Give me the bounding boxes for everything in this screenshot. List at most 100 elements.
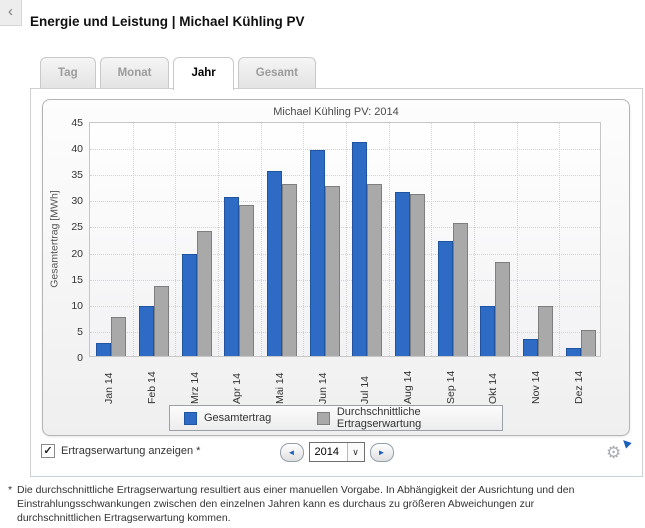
x-tick-label: Jan 14: [103, 372, 116, 404]
gridline-v: [388, 123, 390, 356]
gridline-h: [90, 201, 600, 203]
gridline-v: [431, 123, 433, 356]
bar-gesamtertrag-jul-14: [352, 141, 368, 356]
bar-durchschnittliche-mai-14: [282, 183, 297, 356]
x-tick-label: Okt 14: [487, 373, 500, 404]
plot-area: 0 5 10 15 20 25 30 35 40 45: [71, 117, 601, 364]
bar-durchschnittliche-jan-14: [111, 316, 127, 356]
bar-gesamtertrag-jun-14: [309, 149, 325, 356]
bar-durchschnittliche-sep-14: [452, 222, 468, 356]
chart-controls: ✓ Ertragserwartung anzeigen * ◄ 2014 ∨ ►…: [31, 437, 642, 467]
gridline-h: [90, 279, 600, 281]
x-tick-label: Feb 14: [146, 371, 158, 404]
chart-title: Michael Kühling PV: 2014: [273, 106, 399, 118]
bar-durchschnittliche-aug-14: [410, 194, 425, 356]
y-tick-label: 35: [71, 169, 83, 182]
checkbox-label: Ertragserwartung anzeigen *: [61, 445, 201, 457]
export-arrow-icon: [620, 437, 632, 449]
y-tick-label: 10: [71, 299, 83, 312]
bar-gesamtertrag-mrz-14: [181, 254, 197, 356]
footnote-marker: *: [8, 484, 13, 496]
gridline-h: [90, 305, 600, 307]
gridline-v: [559, 123, 561, 356]
legend-entry-gesamtertrag: Gesamtertrag: [184, 411, 272, 425]
x-tick-label: Nov 14: [530, 370, 542, 404]
footnote: * Die durchschnittliche Ertragserwartung…: [8, 484, 608, 526]
tab-bar: Tag Monat Jahr Gesamt: [40, 57, 316, 90]
gridline-v: [132, 123, 134, 356]
y-tick-label: 0: [77, 352, 83, 364]
gridline-v: [260, 123, 262, 356]
bar-gesamtertrag-okt-14: [480, 306, 496, 356]
expectation-toggle-group: ✓ Ertragserwartung anzeigen *: [41, 444, 200, 458]
legend-swatch-gray: [317, 411, 330, 425]
tab-monat[interactable]: Monat: [99, 57, 170, 88]
bar-gesamtertrag-mai-14: [267, 170, 282, 356]
bar-durchschnittliche-feb-14: [154, 285, 169, 356]
gridline-v: [218, 123, 219, 356]
show-expectation-checkbox[interactable]: ✓: [41, 444, 55, 458]
bar-gesamtertrag-dez-14: [565, 348, 581, 356]
legend-label: Durchschnittliche Ertragserwartung: [336, 406, 422, 430]
y-axis-label: Gesamtertrag [MWh]: [48, 190, 61, 288]
x-tick-label: Mai 14: [274, 372, 286, 404]
y-tick-label: 30: [71, 195, 83, 208]
y-tick-label: 15: [71, 273, 83, 286]
gridline-h: [90, 331, 600, 333]
bar-gesamtertrag-jan-14: [96, 342, 112, 356]
y-tick-label: 25: [71, 221, 83, 234]
gridline-v: [474, 123, 475, 356]
year-select[interactable]: 2014 ∨: [308, 442, 365, 462]
bar-gesamtertrag-feb-14: [139, 306, 154, 356]
x-tick-label: Apr 14: [231, 373, 244, 404]
x-tick-label: Sep 14: [444, 370, 457, 404]
legend-swatch-blue: [184, 411, 197, 425]
bar-gesamtertrag-apr-14: [224, 196, 240, 356]
x-axis-labels: Jan 14 Feb 14 Mrz 14 Apr 14 Mai 14 Jun 14 Jul …: [89, 360, 601, 404]
collapse-sidebar-button[interactable]: ‹: [0, 0, 22, 26]
bar-durchschnittliche-jun-14: [324, 186, 340, 356]
gridline-h: [90, 149, 600, 151]
prev-year-button[interactable]: ◄: [279, 442, 304, 462]
bar-durchschnittliche-mrz-14: [196, 230, 212, 356]
gridline-v: [516, 123, 518, 356]
x-tick-label: Jun 14: [316, 372, 329, 404]
page-title: Energie und Leistung | Michael Kühling P…: [30, 14, 305, 29]
bar-gesamtertrag-sep-14: [437, 241, 453, 356]
y-tick-label: 20: [71, 247, 83, 260]
next-year-button[interactable]: ►: [369, 442, 394, 462]
footnote-text: Die durchschnittliche Ertragserwartung r…: [17, 484, 575, 524]
legend-entry-ertragserwartung: Durchschnittliche Ertragserwartung: [317, 406, 502, 430]
tab-jahr[interactable]: Jahr: [173, 57, 234, 90]
chart-settings-button[interactable]: ⚙: [606, 437, 632, 464]
tab-content-panel: Michael Kühling PV: 2014 Gesamtertrag [M…: [30, 88, 643, 477]
chevron-down-icon: ∨: [346, 443, 364, 461]
gridline-v: [303, 123, 305, 356]
tab-gesamt[interactable]: Gesamt: [237, 57, 316, 88]
legend-label: Gesamtertrag: [204, 412, 272, 424]
x-tick-label: Dez 14: [572, 370, 585, 404]
gridline-v: [175, 123, 177, 356]
chevron-left-icon: ‹: [8, 3, 13, 20]
year-value: 2014: [314, 446, 339, 458]
tab-tag[interactable]: Tag: [40, 57, 96, 88]
chevron-right-icon: ►: [377, 447, 386, 457]
bar-gesamtertrag-aug-14: [395, 191, 410, 356]
gridline-h: [90, 227, 600, 229]
check-icon: ✓: [43, 445, 53, 457]
y-tick-label: 5: [77, 325, 83, 338]
bar-durchschnittliche-apr-14: [239, 204, 255, 356]
x-tick-label: Aug 14: [402, 370, 414, 404]
bar-durchschnittliche-nov-14: [538, 306, 553, 356]
bar-durchschnittliche-jul-14: [367, 183, 383, 356]
y-tick-label: 45: [71, 117, 83, 129]
chart-panel: Michael Kühling PV: 2014 Gesamtertrag [M…: [42, 99, 630, 436]
chart-legend: Gesamtertrag Durchschnittliche Ertragser…: [169, 405, 503, 431]
x-tick-label: Mrz 14: [188, 371, 201, 404]
year-selector: ◄ 2014 ∨ ►: [279, 442, 394, 462]
gridline-h: [90, 253, 600, 255]
y-tick-label: 40: [71, 143, 83, 156]
settings-gear-icon: ⚙: [606, 443, 622, 462]
gridline-h: [90, 175, 600, 177]
